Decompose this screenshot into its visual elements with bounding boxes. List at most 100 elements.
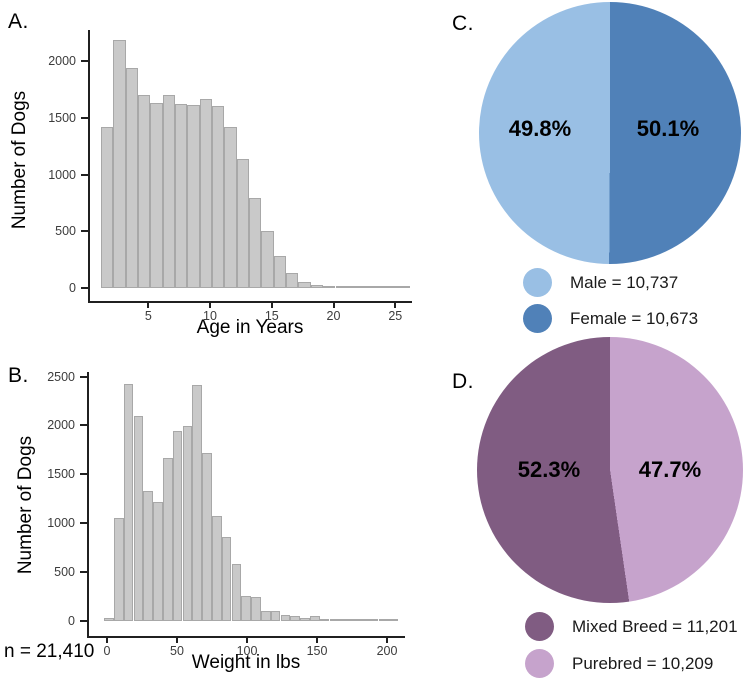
sample-size-label: n = 21,410 — [4, 641, 95, 662]
histogram-bar — [153, 502, 163, 621]
histogram-bar — [231, 564, 242, 621]
x-axis-tick — [147, 301, 150, 308]
histogram-bar — [182, 426, 193, 621]
y-axis-tick-label: 0 — [69, 281, 76, 295]
histogram-bar — [368, 619, 379, 621]
histogram-bar — [360, 286, 373, 288]
x-axis-tick-label: 10 — [203, 309, 217, 323]
histogram-bar — [286, 273, 299, 288]
histogram-bar — [310, 285, 324, 288]
weight-histogram-y-axis-title: Number of Dogs — [15, 435, 36, 575]
x-axis-tick-label: 50 — [170, 644, 184, 658]
x-axis-tick — [332, 301, 335, 308]
histogram-bar — [143, 490, 154, 621]
y-axis-tick — [81, 116, 88, 119]
histogram-bar — [323, 286, 336, 288]
histogram-bar — [123, 384, 134, 621]
legend-item-male: Male = 10,737 — [523, 268, 678, 297]
x-axis-tick-label: 15 — [264, 309, 279, 323]
x-axis-tick — [106, 636, 108, 643]
histogram-bar — [113, 518, 124, 621]
x-axis-tick-label: 5 — [144, 309, 152, 323]
panel-label-b: B. — [8, 364, 29, 387]
male-percent-label: 49.8% — [508, 116, 572, 141]
y-axis-tick-label: 2500 — [47, 369, 75, 384]
histogram-bar — [249, 198, 262, 288]
panel-label-a: A. — [8, 10, 29, 33]
y-axis-tick-label: 500 — [54, 565, 75, 580]
age-histogram-x-axis-title: Age in Years — [196, 317, 304, 338]
x-axis-tick — [209, 301, 211, 308]
y-axis-tick — [80, 473, 87, 476]
histogram-bar — [397, 286, 410, 288]
panel-label-c: C. — [452, 12, 474, 35]
x-axis-tick — [176, 636, 178, 643]
histogram-bar — [280, 614, 291, 621]
histogram-bar — [298, 281, 311, 288]
y-axis-tick — [80, 571, 87, 574]
histogram-bar — [372, 286, 385, 288]
sex-pie-chart — [479, 2, 741, 264]
histogram-bar — [347, 286, 361, 288]
histogram-bar — [199, 99, 212, 288]
histogram-bar — [388, 619, 399, 621]
histogram-bar — [162, 458, 173, 621]
y-axis-tick — [80, 375, 87, 378]
age-histogram-plot-area: 0 500 1000 1500 2000 5 10 15 20 25 — [48, 30, 412, 322]
histogram-bar — [221, 536, 232, 621]
x-axis-tick — [316, 636, 318, 643]
histogram-bar — [212, 106, 225, 288]
y-axis-tick — [81, 287, 88, 289]
y-axis-tick-label: 1000 — [47, 516, 75, 531]
histogram-bar — [335, 286, 348, 288]
histogram-bar — [260, 610, 271, 621]
mixed-breed-color-swatch — [525, 612, 554, 641]
histogram-bar — [290, 616, 301, 621]
purebred-legend-label: Purebred = 10,209 — [572, 653, 714, 673]
legend-item-female: Female = 10,673 — [523, 304, 698, 333]
histogram-bar — [187, 104, 200, 288]
histogram-bar — [172, 430, 183, 621]
histogram-bar — [236, 158, 250, 288]
male-color-swatch — [523, 268, 552, 297]
histogram-bar — [261, 231, 274, 288]
y-axis-tick — [81, 60, 88, 63]
weight-histogram-x-axis-title: Weight in lbs — [191, 652, 301, 673]
histogram-bar — [378, 619, 389, 621]
y-axis-tick-label: 2000 — [47, 418, 75, 433]
histogram-bar — [150, 103, 163, 288]
histogram-bar — [329, 619, 340, 621]
y-axis-tick-label: 1500 — [48, 110, 76, 125]
histogram-bar — [125, 68, 138, 288]
mixed-breed-percent-label: 52.3% — [517, 457, 581, 482]
mixed-breed-legend-label: Mixed Breed = 11,201 — [572, 616, 738, 636]
y-axis-tick-label: 0 — [68, 614, 75, 628]
histogram-bar — [358, 619, 369, 621]
x-axis-tick — [246, 636, 248, 643]
breed-pie-chart — [477, 337, 743, 603]
histogram-bar — [133, 415, 144, 621]
y-axis-tick — [80, 522, 87, 525]
y-axis-tick — [81, 230, 88, 233]
y-axis-tick-label: 1500 — [47, 467, 75, 482]
histogram-bar — [162, 95, 175, 288]
female-legend-label: Female = 10,673 — [570, 308, 699, 328]
y-axis-tick — [80, 424, 87, 427]
female-percent-label: 50.1% — [636, 116, 700, 141]
purebred-percent-label: 47.7% — [638, 457, 702, 482]
x-axis-tick-label: 0 — [103, 644, 111, 658]
histogram-bar — [251, 596, 261, 621]
x-axis-tick — [394, 301, 397, 308]
histogram-bar — [113, 40, 126, 288]
weight-histogram-plot-area: 0 500 1000 1500 2000 2500 0 50 100 150 200 — [47, 370, 405, 657]
histogram-bar — [384, 286, 398, 288]
histogram-bar — [300, 618, 310, 621]
x-axis-tick-label: 20 — [326, 309, 341, 323]
female-color-swatch — [523, 304, 552, 333]
histogram-bar — [224, 127, 237, 288]
histogram-bar — [349, 619, 359, 621]
x-axis-tick-label: 100 — [236, 644, 258, 658]
x-axis-tick — [386, 636, 388, 643]
histogram-bar — [100, 127, 114, 288]
y-axis-tick-label: 1000 — [48, 167, 76, 182]
